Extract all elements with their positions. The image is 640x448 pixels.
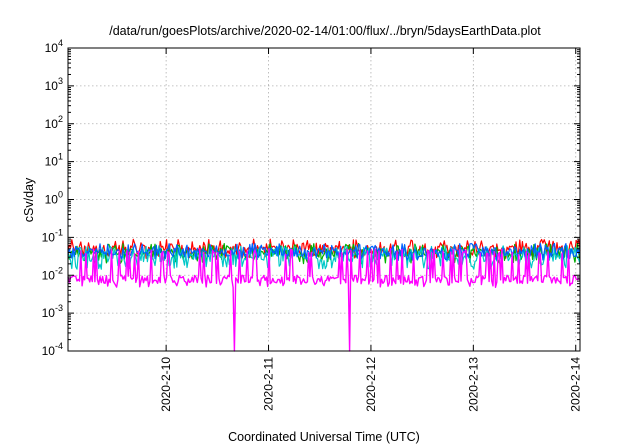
- series-line: [67, 242, 581, 261]
- y-axis-tick-labels: 10-4 10-3 10-2 10-1 100 101 102 103 104: [42, 38, 63, 358]
- y-tick-label: 101: [45, 152, 63, 169]
- y-tick-label: 10-2: [42, 265, 63, 282]
- x-tick-label: 2020-2-11: [262, 357, 276, 411]
- y-tick-label: 102: [45, 114, 63, 131]
- y-tick-label: 104: [45, 38, 63, 55]
- x-tick-label: 2020-2-14: [569, 357, 583, 412]
- x-tick-label: 2020-2-10: [159, 357, 173, 412]
- series-line: [67, 248, 581, 352]
- y-tick-label: 10-4: [42, 341, 63, 358]
- y-tick-label: 103: [45, 76, 63, 93]
- y-tick-label: 100: [45, 190, 63, 207]
- x-axis-label: Coordinated Universal Time (UTC): [228, 430, 420, 444]
- plot-area: [67, 238, 581, 352]
- x-tick-label: 2020-2-13: [466, 357, 480, 412]
- x-axis-tick-labels: 2020-2-10 2020-2-11 2020-2-12 2020-2-13 2020…: [159, 357, 583, 412]
- chart-title: /data/run/goesPlots/archive/2020-02-14/0…: [109, 24, 541, 38]
- x-tick-label: 2020-2-12: [364, 357, 378, 412]
- y-tick-label: 10-3: [42, 303, 63, 320]
- grid-lines: [68, 48, 580, 351]
- y-axis-label: cSv/day: [22, 177, 36, 222]
- axis-ticks: [68, 47, 580, 352]
- y-tick-label: 10-1: [42, 227, 63, 244]
